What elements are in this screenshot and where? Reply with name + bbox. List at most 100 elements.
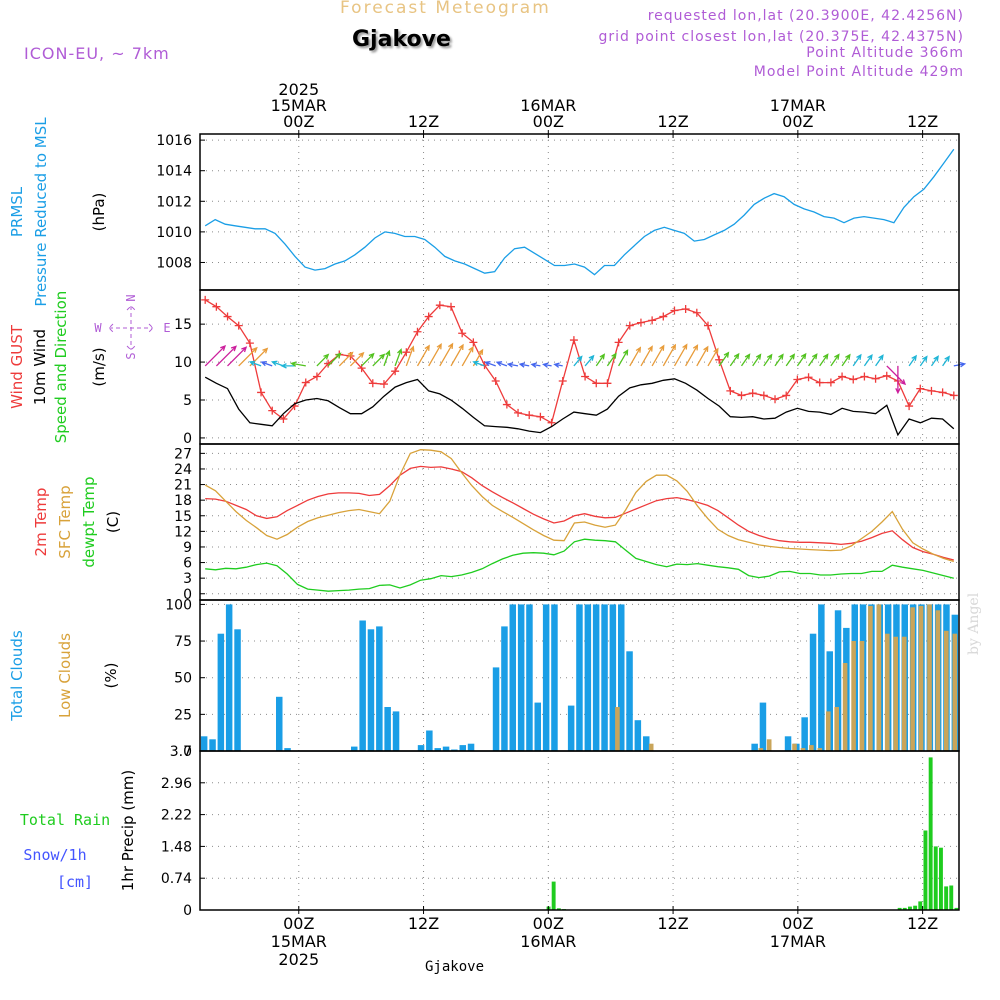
wind-arrow <box>595 353 606 367</box>
wind-arrow <box>428 343 442 367</box>
wind-arrow <box>830 353 840 367</box>
top-time-label: 00Z <box>533 112 564 131</box>
y-tick-label: 0 <box>183 744 192 760</box>
rain-bar <box>902 907 907 910</box>
total_clouds-bar <box>526 604 533 751</box>
wind-arrow <box>372 353 386 367</box>
gust-point-marker <box>368 379 377 388</box>
clouds-axis-label: (%) <box>102 663 120 689</box>
rain-bar <box>551 881 556 910</box>
panel-frame <box>199 289 960 445</box>
y-tick-label: 25 <box>174 707 192 723</box>
total_clouds-bar <box>759 702 767 751</box>
gust-point-marker <box>782 391 791 400</box>
wind-arrow <box>942 355 950 367</box>
bottom-time-label: 15MAR <box>271 932 327 951</box>
panel-frame <box>199 750 960 911</box>
gust-point-marker <box>692 308 701 317</box>
low_clouds-bar <box>758 748 764 751</box>
wind-arrow <box>673 343 688 367</box>
total_clouds-bar <box>826 651 833 751</box>
y-tick-label: 2.22 <box>161 808 192 824</box>
gust-point-marker <box>514 408 523 417</box>
bottom-time-label: 00Z <box>283 914 314 933</box>
wind-arrow <box>875 354 884 367</box>
total_clouds-bar <box>467 743 475 751</box>
total_clouds-bar <box>626 651 633 751</box>
bottom-time-label: 12Z <box>408 914 439 933</box>
wind-arrow <box>685 344 699 367</box>
gust-point-marker <box>458 329 467 338</box>
gust-point-marker <box>558 377 567 386</box>
wind-arrow <box>796 352 807 367</box>
total_clouds-bar <box>442 746 450 751</box>
wind-arrow <box>606 352 617 367</box>
total_clouds-bar <box>217 633 225 751</box>
temp_2m-series-line <box>205 465 954 561</box>
total_clouds-bar <box>492 667 500 751</box>
low_clouds-bar <box>834 707 839 751</box>
y-tick-label: 3 <box>183 571 192 587</box>
wind-arrow <box>752 353 762 367</box>
y-tick-label: 6 <box>183 556 192 572</box>
total_clouds-bar <box>634 720 642 751</box>
y-tick-label: 2.96 <box>161 776 192 792</box>
bottom-time-label: 12Z <box>907 914 938 933</box>
meteogram-title: Forecast Meteogram <box>340 0 551 18</box>
total_clouds-bar <box>509 604 516 751</box>
bottom-time-label: 12Z <box>657 914 688 933</box>
gust-point-marker <box>592 379 601 388</box>
total_clouds-bar <box>459 745 466 751</box>
wind-arrow <box>662 343 677 367</box>
y-tick-label: 0 <box>183 431 192 447</box>
temperature-axis-label: 2m Temp <box>32 488 50 557</box>
gust-point-marker <box>435 301 444 310</box>
point-altitude: Point Altitude 366m <box>806 45 964 61</box>
total_clouds-bar <box>834 610 842 751</box>
y-tick-label: 1016 <box>156 133 192 149</box>
wind-arrow <box>584 354 595 367</box>
y-tick-label: 0 <box>183 903 192 919</box>
low_clouds-bar <box>842 663 848 751</box>
gust-point-marker <box>245 339 254 348</box>
wind-arrow <box>895 365 901 395</box>
sfc_temp-series-line <box>204 449 954 563</box>
y-tick-label: 27 <box>174 446 192 462</box>
gust-point-marker <box>257 388 266 397</box>
wind-arrow <box>651 344 665 367</box>
wind-arrow <box>930 355 939 367</box>
gust-point-marker <box>681 304 690 313</box>
y-tick-label: 1010 <box>156 225 192 241</box>
gust-point-marker <box>703 321 712 330</box>
total_clouds-bar <box>592 604 600 751</box>
gust-point-marker <box>636 318 645 327</box>
gust-point-marker <box>447 302 456 311</box>
gust-point-marker <box>234 321 243 330</box>
low_clouds-bar <box>851 641 856 751</box>
wind-arrow <box>774 353 784 367</box>
place-title: Gjakove <box>352 27 451 52</box>
total_clouds-bar <box>426 730 433 751</box>
wind-arrow <box>290 361 306 367</box>
gust-point-marker <box>882 371 891 380</box>
gust-point-marker <box>569 336 578 345</box>
gust-point-marker <box>771 395 780 404</box>
gust-point-marker <box>726 386 735 395</box>
low_clouds-bar <box>893 636 898 751</box>
total_clouds-bar <box>209 739 216 751</box>
low_clouds-bar <box>826 711 831 751</box>
total_clouds-bar <box>367 629 375 751</box>
gust-point-marker <box>424 312 433 321</box>
wind-arrow <box>718 351 730 367</box>
wind-arrow <box>405 345 415 367</box>
y-tick-label: 24 <box>174 462 192 478</box>
gust-point-marker <box>849 375 858 384</box>
wind-arrow <box>696 345 709 367</box>
low_clouds-bar <box>859 641 865 751</box>
wind-arrow <box>394 348 403 367</box>
gust-point-marker <box>312 372 321 381</box>
y-tick-label: 0.74 <box>161 871 192 887</box>
gust-point-marker <box>793 375 802 384</box>
gust-point-marker <box>547 418 556 427</box>
wind-arrow <box>640 345 653 367</box>
